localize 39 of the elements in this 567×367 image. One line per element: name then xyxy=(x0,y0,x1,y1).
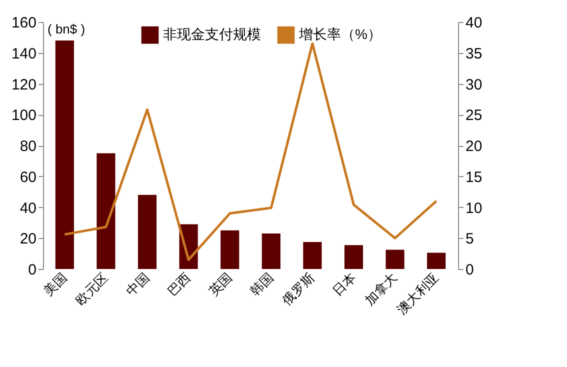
bar xyxy=(220,230,240,269)
y-tick-label: 40 xyxy=(20,200,36,217)
bar xyxy=(386,250,404,269)
y2-tick-label: 35 xyxy=(466,45,482,62)
y2-tick-label: 10 xyxy=(466,200,482,217)
y2-tick-label: 40 xyxy=(466,14,482,32)
x-tick-label: 韩国 xyxy=(247,270,276,299)
y2-tick-label: 30 xyxy=(466,76,482,94)
legend-label: 非现金支付规模 xyxy=(163,26,261,42)
y-tick-label: 0 xyxy=(28,262,36,278)
x-tick-label: 俄罗斯 xyxy=(279,270,318,308)
y-tick-label: 80 xyxy=(20,138,36,155)
x-tick-label: 美国 xyxy=(40,270,70,299)
y-tick-label: 60 xyxy=(20,168,36,186)
bar xyxy=(262,233,280,269)
x-tick-label: 欧元区 xyxy=(72,270,111,308)
y2-tick-label: 15 xyxy=(466,168,482,186)
x-tick-label: 巴西 xyxy=(164,270,194,299)
y-axis-title: ( bn$ ) xyxy=(48,22,86,36)
bar xyxy=(303,242,322,269)
x-tick-label: 中国 xyxy=(123,270,152,299)
y-tick-label: 140 xyxy=(11,45,36,62)
bar xyxy=(96,153,116,269)
y2-tick-label: 0 xyxy=(466,262,474,278)
legend-label: 增长率（%） xyxy=(298,26,382,42)
bar xyxy=(138,194,157,269)
y2-tick-label: 20 xyxy=(466,138,482,155)
y2-tick-label: 25 xyxy=(466,107,482,124)
line-series xyxy=(63,42,438,261)
x-tick-label: 日本 xyxy=(330,270,359,299)
y-tick-label: 160 xyxy=(11,14,36,32)
x-tick-label: 英国 xyxy=(206,270,235,299)
y-tick-label: 20 xyxy=(20,230,36,248)
bar xyxy=(55,40,74,269)
y-tick-label: 120 xyxy=(11,76,36,94)
bar xyxy=(427,252,446,269)
y-tick-label: 100 xyxy=(11,107,36,124)
y2-tick-label: 5 xyxy=(466,230,474,248)
bar xyxy=(344,245,364,269)
